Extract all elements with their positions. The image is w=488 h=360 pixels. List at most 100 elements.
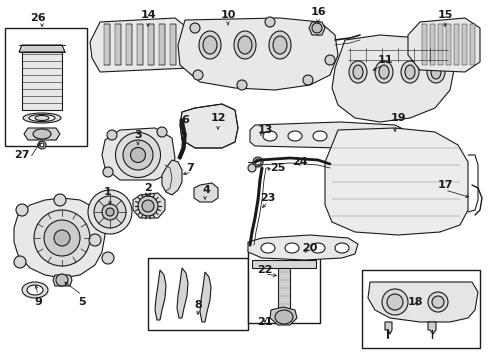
Circle shape	[102, 252, 114, 264]
Text: 6: 6	[181, 115, 188, 125]
Polygon shape	[278, 268, 289, 310]
Text: 25: 25	[270, 163, 285, 173]
Ellipse shape	[431, 296, 443, 308]
Text: 7: 7	[186, 163, 193, 173]
Ellipse shape	[426, 61, 444, 83]
Circle shape	[54, 230, 70, 246]
Ellipse shape	[352, 65, 362, 79]
Ellipse shape	[238, 36, 251, 54]
Bar	[5, 28, 87, 146]
Circle shape	[88, 190, 132, 234]
Circle shape	[237, 80, 246, 90]
Polygon shape	[115, 24, 121, 65]
Ellipse shape	[130, 148, 145, 162]
Polygon shape	[104, 24, 110, 65]
Ellipse shape	[384, 131, 398, 141]
Text: 13: 13	[257, 125, 272, 135]
Polygon shape	[325, 128, 467, 235]
Circle shape	[38, 141, 46, 149]
Polygon shape	[200, 272, 210, 322]
Polygon shape	[102, 128, 175, 180]
Circle shape	[89, 234, 101, 246]
Circle shape	[312, 25, 323, 35]
Polygon shape	[453, 24, 458, 65]
Ellipse shape	[386, 294, 402, 310]
Polygon shape	[194, 183, 218, 202]
Ellipse shape	[27, 285, 43, 295]
Text: 18: 18	[407, 297, 422, 307]
Ellipse shape	[261, 243, 274, 253]
Circle shape	[102, 204, 118, 220]
Text: 24: 24	[292, 157, 307, 167]
Polygon shape	[170, 24, 176, 65]
Polygon shape	[308, 22, 325, 35]
Text: 11: 11	[376, 55, 392, 65]
Polygon shape	[19, 45, 65, 52]
Circle shape	[164, 170, 175, 180]
Ellipse shape	[404, 65, 414, 79]
Circle shape	[103, 167, 113, 177]
Circle shape	[325, 55, 334, 65]
Text: 16: 16	[309, 7, 325, 17]
Circle shape	[254, 159, 261, 165]
Text: 27: 27	[14, 150, 30, 160]
Bar	[361, 270, 479, 348]
Bar	[247, 248, 319, 323]
Ellipse shape	[22, 282, 48, 298]
Ellipse shape	[381, 289, 407, 315]
Circle shape	[264, 17, 274, 27]
Text: 20: 20	[302, 243, 317, 253]
Polygon shape	[407, 18, 479, 72]
Text: 19: 19	[389, 113, 405, 123]
Polygon shape	[155, 270, 165, 320]
Circle shape	[16, 204, 28, 216]
Ellipse shape	[115, 132, 160, 177]
Ellipse shape	[348, 61, 366, 83]
Text: 23: 23	[260, 193, 275, 203]
Text: 17: 17	[436, 180, 452, 190]
Polygon shape	[90, 18, 190, 72]
Polygon shape	[22, 52, 62, 110]
Polygon shape	[461, 24, 466, 65]
Polygon shape	[384, 322, 391, 334]
Ellipse shape	[268, 31, 290, 59]
Ellipse shape	[311, 23, 321, 33]
Polygon shape	[427, 322, 435, 334]
Polygon shape	[445, 24, 450, 65]
Ellipse shape	[23, 113, 61, 123]
Polygon shape	[126, 24, 132, 65]
Ellipse shape	[312, 131, 326, 141]
Ellipse shape	[378, 65, 388, 79]
Ellipse shape	[427, 292, 447, 312]
Text: 12: 12	[210, 113, 225, 123]
Text: 26: 26	[30, 13, 46, 23]
Polygon shape	[247, 235, 357, 260]
Circle shape	[40, 143, 44, 147]
Ellipse shape	[199, 31, 221, 59]
Polygon shape	[159, 24, 164, 65]
Polygon shape	[14, 198, 105, 278]
Text: 9: 9	[34, 297, 42, 307]
Circle shape	[190, 23, 200, 33]
Ellipse shape	[35, 116, 49, 121]
Polygon shape	[137, 24, 142, 65]
Text: 5: 5	[78, 297, 85, 307]
Ellipse shape	[263, 131, 276, 141]
Text: 8: 8	[194, 300, 202, 310]
Polygon shape	[437, 24, 442, 65]
Ellipse shape	[274, 310, 292, 324]
Circle shape	[34, 210, 90, 266]
Polygon shape	[24, 128, 60, 140]
Text: 14: 14	[140, 10, 156, 20]
Circle shape	[94, 196, 126, 228]
Polygon shape	[53, 275, 72, 286]
Ellipse shape	[285, 243, 298, 253]
Text: 3: 3	[134, 130, 142, 140]
Circle shape	[193, 70, 203, 80]
Ellipse shape	[334, 243, 348, 253]
Ellipse shape	[337, 131, 351, 141]
Polygon shape	[469, 24, 474, 65]
Circle shape	[54, 194, 66, 206]
Ellipse shape	[33, 129, 51, 139]
Circle shape	[157, 127, 167, 137]
